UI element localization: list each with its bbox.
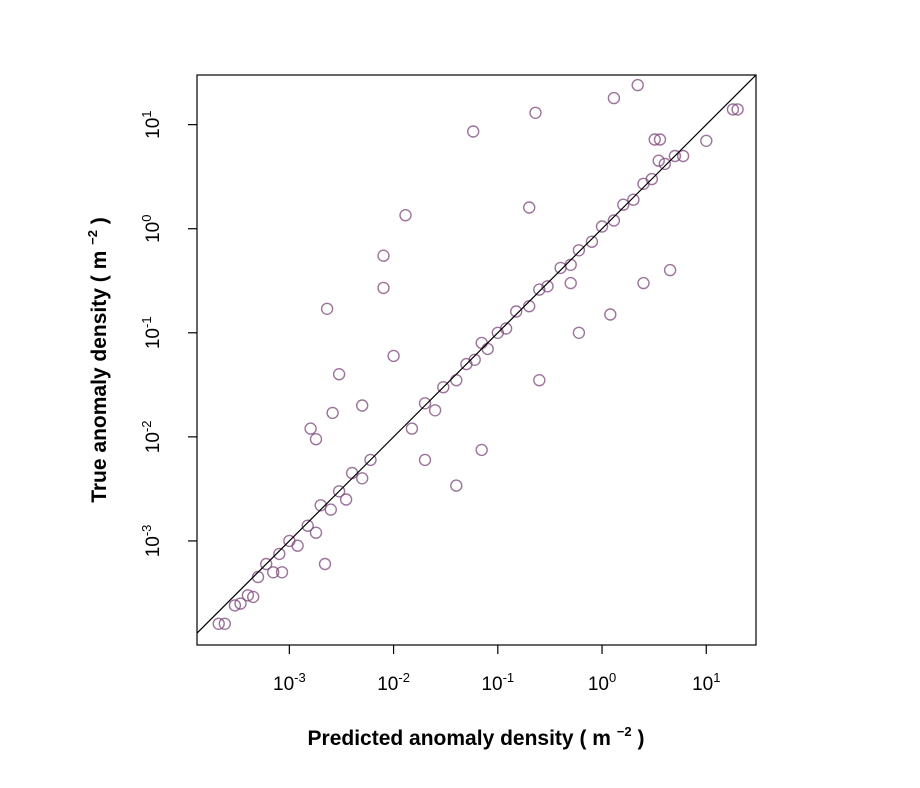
data-point (468, 353, 481, 366)
data-point (572, 244, 586, 257)
data-point (332, 485, 346, 498)
data-point (320, 302, 334, 315)
data-point (533, 374, 546, 387)
y-axis: 10-3 10-2 10-1 100 101 (139, 110, 197, 557)
data-point (356, 399, 369, 412)
data-point (339, 493, 353, 506)
y-axis-title: True anomaly density ( m −2 ) (79, 217, 111, 503)
data-point (533, 283, 546, 296)
data-point (301, 519, 314, 532)
data-point (475, 443, 488, 457)
data-point (405, 422, 419, 435)
data-point (356, 472, 369, 485)
data-point (585, 235, 599, 248)
x-tick-label: 101 (692, 670, 720, 695)
x-axis: 10-3 10-2 10-1 100 101 (273, 645, 720, 695)
data-point (418, 453, 432, 467)
data-point (318, 557, 332, 571)
data-point (399, 208, 412, 222)
data-point (607, 214, 621, 227)
y-tick-label: 10-3 (139, 525, 164, 558)
x-axis-title-text: Predicted anomaly density (308, 727, 574, 750)
data-point (668, 149, 682, 163)
data-point (218, 617, 232, 630)
x-axis-unit: ( m (579, 727, 611, 750)
data-point (652, 154, 665, 167)
data-point (228, 599, 242, 612)
data-point (304, 422, 317, 435)
data-point (267, 566, 280, 579)
data-point (467, 125, 480, 138)
y-axis-unit-close: ) (88, 217, 111, 224)
data-point (604, 308, 617, 321)
data-point (648, 133, 661, 146)
data-point (663, 263, 677, 277)
x-tick-label: 10-3 (273, 670, 306, 695)
data-point (658, 157, 671, 171)
data-point (377, 281, 390, 295)
data-point (241, 589, 255, 602)
data-point (607, 91, 621, 105)
data-point (332, 368, 346, 381)
data-point (275, 566, 289, 579)
x-tick-label: 100 (588, 670, 616, 695)
y-axis-unit-exponent: −2 (85, 230, 100, 245)
y-tick-label: 10-1 (139, 316, 164, 349)
data-point (523, 201, 536, 214)
data-point (637, 276, 650, 290)
data-point (428, 404, 442, 417)
data-point (212, 617, 225, 630)
data-point (291, 539, 304, 552)
x-tick-label: 10-1 (481, 670, 514, 695)
data-point (564, 276, 577, 290)
y-tick-label: 100 (139, 215, 164, 243)
data-point (314, 499, 327, 512)
x-axis-unit-exponent: −2 (617, 724, 632, 739)
data-point (676, 149, 690, 163)
data-point (326, 406, 339, 420)
x-axis-unit-close: ) (637, 727, 644, 750)
data-point (377, 249, 390, 262)
y-tick-label: 101 (139, 110, 164, 138)
data-point (273, 547, 286, 561)
data-point (572, 326, 586, 339)
data-point (541, 280, 554, 293)
data-point (631, 78, 644, 92)
data-point (595, 220, 609, 233)
data-point (700, 134, 713, 148)
data-point (309, 433, 323, 446)
data-point (726, 103, 740, 116)
data-point (627, 193, 640, 206)
y-axis-title-text: True anomaly density (88, 288, 111, 503)
data-point (450, 479, 463, 492)
data-point (731, 103, 744, 116)
plot-frame (196, 74, 757, 646)
data-point (510, 305, 523, 318)
data-point (234, 597, 247, 610)
y-tick-label: 10-2 (139, 421, 164, 454)
data-point (645, 172, 658, 186)
data-point (387, 349, 400, 363)
data-point (529, 106, 542, 120)
data-point (418, 397, 432, 410)
data-point (617, 198, 630, 211)
identity-reference-line (197, 75, 756, 634)
data-point (364, 453, 377, 467)
data-point (309, 526, 323, 539)
data-point (437, 381, 450, 394)
data-point (324, 503, 337, 516)
x-axis-title: Predicted anomaly density ( m −2 ) (308, 718, 645, 750)
data-point (246, 590, 260, 604)
data-point (653, 133, 667, 146)
data-point (499, 322, 513, 335)
data-point (260, 557, 273, 571)
y-axis-unit: ( m (88, 251, 111, 283)
x-tick-label: 10-2 (377, 670, 410, 695)
